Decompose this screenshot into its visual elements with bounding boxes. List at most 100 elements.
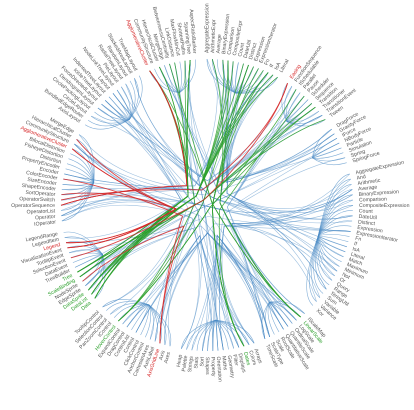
edge	[317, 235, 344, 258]
node-label[interactable]: Stats	[193, 356, 200, 369]
edge	[145, 304, 152, 338]
node-label[interactable]: Count	[237, 42, 246, 57]
node-label[interactable]: Geometry	[226, 355, 235, 379]
edge	[219, 225, 351, 351]
node-label[interactable]: CompositeExpression	[359, 203, 410, 209]
node-label[interactable]: Distinct	[358, 219, 376, 227]
node-label[interactable]: Orientation	[215, 356, 223, 382]
node-label[interactable]: Dates	[242, 351, 251, 366]
edge	[215, 319, 229, 350]
edge	[61, 182, 95, 201]
node-label[interactable]: Distinct	[248, 42, 259, 61]
node-label[interactable]: Colors	[247, 350, 257, 366]
node-label[interactable]: Distortion	[39, 154, 62, 166]
edge-layer	[60, 58, 354, 352]
node-label[interactable]: Strings	[187, 356, 195, 373]
edge	[149, 70, 301, 318]
node-label[interactable]: Average	[216, 34, 223, 54]
node-label[interactable]: Displays	[237, 353, 247, 374]
node-label[interactable]: If	[269, 63, 276, 69]
edge	[317, 235, 333, 281]
node-label[interactable]: Sort	[199, 356, 205, 366]
node-label[interactable]: ColorEncoder	[26, 170, 59, 182]
edge	[235, 68, 259, 94]
node-label[interactable]: IsA	[274, 61, 283, 71]
edge	[64, 236, 103, 255]
node-label[interactable]: Property	[209, 357, 216, 377]
edge	[196, 319, 216, 351]
edge	[65, 241, 103, 255]
edge	[268, 302, 280, 333]
node-label[interactable]: BinaryExpression	[221, 13, 231, 54]
edge	[261, 302, 270, 340]
edge	[74, 138, 338, 196]
node-label[interactable]: Comparison	[359, 196, 387, 203]
node-label[interactable]: Filter	[231, 354, 239, 367]
node-label[interactable]: Arrays	[253, 348, 264, 365]
edge	[226, 89, 297, 321]
edge	[78, 134, 95, 183]
node-label[interactable]: If	[353, 241, 358, 248]
node-label[interactable]: ShortestPaths	[176, 22, 187, 56]
node-label[interactable]: SpanningTree	[182, 22, 192, 55]
node-label[interactable]: Comparison	[227, 26, 237, 55]
node-label[interactable]: Or	[338, 277, 346, 285]
node-label[interactable]: Spring	[350, 149, 366, 160]
node-label[interactable]: Tree	[62, 273, 74, 283]
node-label[interactable]: OperatorList	[26, 208, 55, 215]
node-label[interactable]: Data	[80, 300, 92, 312]
node-label[interactable]: Fn	[264, 58, 272, 66]
edge	[212, 64, 249, 351]
node-label[interactable]: Match	[348, 257, 363, 268]
node-label[interactable]: IOperator	[34, 219, 57, 227]
node-label[interactable]: ShapeEncoder	[21, 183, 56, 193]
node-label[interactable]: DateUtil	[358, 214, 377, 221]
node-label[interactable]: Fn	[355, 236, 362, 243]
node-label[interactable]: Maths	[220, 356, 228, 371]
node-label[interactable]: Legend	[43, 242, 61, 252]
node-label[interactable]: BinaryExpression	[358, 189, 399, 198]
node-label[interactable]: Not	[341, 272, 351, 281]
node-label[interactable]: And	[356, 174, 366, 182]
node-label[interactable]: Heap	[176, 354, 184, 367]
node-label[interactable]: Scale	[274, 339, 285, 353]
node-label[interactable]: Expression	[357, 225, 383, 235]
node-label[interactable]: Average	[358, 184, 378, 192]
node-label[interactable]: Xor	[315, 308, 325, 318]
node-label[interactable]: Operator	[35, 214, 56, 222]
edge	[101, 72, 269, 178]
edge	[66, 163, 95, 183]
node-label[interactable]: AspectRatioBanker	[188, 9, 198, 54]
edge	[118, 106, 316, 322]
edge	[60, 70, 188, 206]
node-label[interactable]: Arithmetic	[357, 178, 381, 187]
edge	[191, 319, 216, 351]
node-label[interactable]: Encoder	[39, 166, 59, 176]
node-label[interactable]: IsA	[352, 246, 361, 254]
edge	[67, 245, 103, 255]
node-label[interactable]: ArithmeticExpr	[210, 19, 217, 53]
node-label[interactable]: Axes	[163, 351, 172, 364]
node-label[interactable]: SizeEncoder	[27, 177, 57, 187]
edge	[148, 304, 172, 347]
edge	[231, 178, 351, 324]
node-label[interactable]: Axis	[158, 350, 167, 362]
node-label[interactable]: Literal	[278, 58, 290, 73]
edge	[82, 225, 185, 344]
edge	[312, 157, 347, 166]
node-label[interactable]: AggregateExpression	[205, 3, 211, 53]
edge	[317, 220, 353, 237]
node-label[interactable]: DateUtil	[243, 39, 253, 58]
node-label[interactable]: OperatorSequence	[11, 203, 55, 209]
node-label[interactable]: Count	[359, 208, 374, 215]
node-label[interactable]: Shapes	[204, 357, 210, 375]
edge	[225, 74, 332, 183]
edge	[267, 302, 275, 335]
node-label[interactable]: Literal	[350, 252, 365, 262]
node-label[interactable]: OperatorSwitch	[19, 196, 55, 203]
node-label[interactable]: SortOperator	[25, 190, 56, 198]
node-label[interactable]: Palette	[181, 355, 189, 372]
node-label[interactable]: Sum	[326, 295, 338, 306]
node-label[interactable]: LegendItem	[32, 237, 60, 249]
edge	[131, 304, 150, 331]
